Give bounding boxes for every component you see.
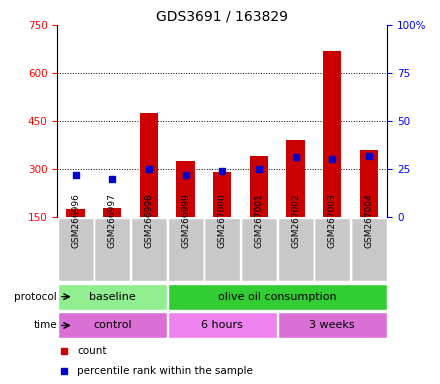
Text: GSM267000: GSM267000: [218, 194, 227, 248]
Bar: [140, 113, 158, 217]
Bar: [323, 51, 341, 217]
Bar: [241, 218, 277, 281]
Bar: [360, 150, 378, 217]
Bar: [58, 218, 94, 281]
Bar: [66, 209, 85, 217]
Text: GSM266997: GSM266997: [108, 194, 117, 248]
Text: baseline: baseline: [89, 291, 136, 302]
Bar: [314, 218, 350, 281]
Bar: [131, 218, 167, 281]
Bar: [168, 284, 387, 310]
Bar: [351, 218, 387, 281]
Bar: [103, 208, 121, 217]
Text: GSM266999: GSM266999: [181, 194, 190, 248]
Bar: [250, 156, 268, 217]
Bar: [94, 218, 130, 281]
Text: control: control: [93, 320, 132, 331]
Text: GSM266998: GSM266998: [144, 194, 154, 248]
Bar: [58, 284, 167, 310]
Text: olive oil consumption: olive oil consumption: [218, 291, 337, 302]
Text: GSM267001: GSM267001: [254, 194, 264, 248]
Bar: [213, 172, 231, 217]
Text: percentile rank within the sample: percentile rank within the sample: [77, 366, 253, 376]
Bar: [286, 140, 305, 217]
Bar: [58, 313, 167, 338]
Text: time: time: [33, 320, 57, 331]
Text: protocol: protocol: [15, 291, 57, 302]
Text: GSM267004: GSM267004: [364, 194, 374, 248]
Bar: [278, 218, 314, 281]
Text: 6 hours: 6 hours: [201, 320, 243, 331]
Text: GSM267002: GSM267002: [291, 194, 300, 248]
Bar: [278, 313, 387, 338]
Bar: [168, 218, 203, 281]
Text: count: count: [77, 346, 106, 356]
Title: GDS3691 / 163829: GDS3691 / 163829: [156, 10, 288, 24]
Text: GSM267003: GSM267003: [328, 194, 337, 248]
Bar: [176, 161, 195, 217]
Text: 3 weeks: 3 weeks: [309, 320, 355, 331]
Bar: [204, 218, 240, 281]
Text: GSM266996: GSM266996: [71, 194, 80, 248]
Bar: [168, 313, 277, 338]
